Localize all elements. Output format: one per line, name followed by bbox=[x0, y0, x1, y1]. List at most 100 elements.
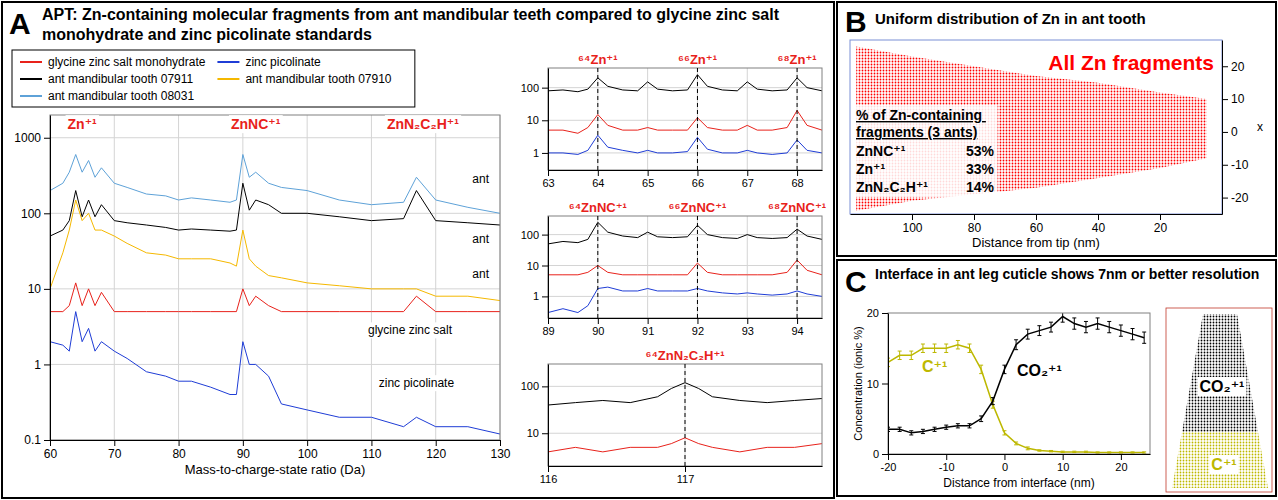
x-axis: 60708090100110120130 bbox=[44, 440, 511, 461]
tick-label: 20 bbox=[867, 307, 879, 319]
annotation-group: ant bbox=[470, 171, 491, 187]
tick-label: 10 bbox=[867, 378, 879, 390]
table-cell: 33% bbox=[966, 161, 995, 177]
error-bar-cap bbox=[1131, 339, 1135, 340]
error-bar-stem bbox=[981, 416, 982, 422]
plot-frame bbox=[50, 115, 500, 440]
tick: 110 bbox=[362, 440, 381, 461]
tick-label: 90 bbox=[237, 447, 251, 461]
series-line bbox=[50, 200, 500, 301]
tick-mark bbox=[598, 170, 599, 176]
annotation-group: ⁶⁴ZnNC⁺¹ bbox=[569, 200, 627, 215]
error-bar-cap bbox=[1049, 322, 1053, 323]
tick: 10 bbox=[867, 378, 888, 390]
error-bar bbox=[979, 416, 983, 422]
error-bar-cap bbox=[1131, 328, 1135, 329]
tick-label: 89 bbox=[542, 325, 554, 337]
table-cell: 53% bbox=[966, 143, 995, 159]
grid-line bbox=[548, 265, 822, 266]
tick-label: 0 bbox=[1002, 461, 1008, 473]
tick-mark bbox=[307, 440, 308, 446]
error-bar-cap bbox=[956, 423, 960, 424]
error-bar-cap bbox=[944, 425, 948, 426]
series-line bbox=[50, 183, 500, 236]
marker-line bbox=[597, 68, 598, 170]
tick: 66 bbox=[692, 170, 704, 189]
plot-area bbox=[50, 155, 500, 435]
annotation: zinc picolinate bbox=[379, 376, 455, 390]
error-bar-stem bbox=[1120, 325, 1121, 336]
annotation-group: ⁶⁸Zn⁺¹ bbox=[777, 52, 816, 67]
legend: glycine zinc salt monohydratezinc picoli… bbox=[12, 50, 415, 107]
tick-mark bbox=[542, 235, 548, 236]
annotation: Zn⁺¹ bbox=[68, 116, 97, 132]
tick: 100 bbox=[21, 207, 50, 221]
tick-mark bbox=[542, 153, 548, 154]
annotation-group: ant bbox=[470, 266, 491, 282]
tick-label: 1 bbox=[533, 147, 539, 159]
tick-label: 10 bbox=[527, 427, 539, 439]
tick-label: 67 bbox=[742, 177, 754, 189]
annotation-group: zinc picolinate bbox=[377, 375, 457, 391]
x-axis: 636465666768 bbox=[542, 170, 822, 189]
tick: 100 bbox=[521, 229, 548, 241]
error-bar bbox=[1037, 326, 1041, 336]
tick-mark bbox=[114, 440, 115, 446]
error-bar-stem bbox=[1144, 332, 1145, 343]
error-bar-cap bbox=[1002, 434, 1006, 435]
error-bar bbox=[1107, 321, 1111, 332]
error-bar-cap bbox=[1107, 451, 1111, 452]
tick-mark bbox=[542, 386, 548, 387]
legend-label: ant mandibular tooth 07910 bbox=[245, 72, 391, 86]
tick-label: 117 bbox=[677, 473, 695, 485]
y-axis-title-group: x bbox=[1257, 120, 1263, 134]
tick-mark bbox=[697, 170, 698, 176]
legend-swatch bbox=[20, 78, 42, 80]
series-line bbox=[548, 75, 822, 92]
error-bar-cap bbox=[1142, 451, 1146, 452]
annotation-group: Zn⁺¹ bbox=[66, 115, 99, 133]
error-bar-cap bbox=[1096, 317, 1100, 318]
panel-letter: B bbox=[845, 5, 867, 38]
tick-label: 92 bbox=[692, 325, 704, 337]
table-cell: 14% bbox=[966, 179, 995, 195]
chart: 11611710100⁶⁴ZnN₂C₂H⁺¹ bbox=[521, 348, 823, 485]
x-axis-title-group: Distance from interface (nm) bbox=[943, 476, 1094, 490]
tick: 64 bbox=[592, 170, 604, 189]
error-bar-cap bbox=[991, 408, 995, 409]
annotation-bg bbox=[377, 375, 457, 391]
error-bar-cap bbox=[1096, 451, 1100, 452]
error-bar-cap bbox=[968, 344, 972, 345]
tick: 10 bbox=[28, 282, 50, 296]
grid-line bbox=[548, 296, 822, 297]
tick-label: 1000 bbox=[14, 131, 41, 145]
annotation-group: ⁶⁸ZnNC⁺¹ bbox=[768, 200, 826, 215]
error-bar-stem bbox=[922, 344, 923, 352]
panel-letter-group: C bbox=[845, 265, 867, 298]
error-bar bbox=[1131, 452, 1135, 453]
error-bar-cap bbox=[979, 365, 983, 366]
tick-label: 93 bbox=[742, 325, 754, 337]
error-bar bbox=[1014, 442, 1018, 445]
tick-label: 130 bbox=[490, 447, 510, 461]
error-bar-stem bbox=[1097, 318, 1098, 329]
legend-swatch bbox=[217, 78, 239, 80]
error-bar-cap bbox=[933, 427, 937, 428]
tick-mark bbox=[436, 440, 437, 446]
tick: 10 bbox=[527, 427, 548, 439]
error-bar bbox=[1084, 451, 1088, 452]
error-bar-cap bbox=[1026, 339, 1030, 340]
axis-line bbox=[889, 454, 1151, 455]
legend-item: ant mandibular tooth 07911 bbox=[20, 72, 194, 86]
tick-mark bbox=[797, 170, 798, 176]
error-bar-cap bbox=[968, 423, 972, 424]
y-axis-title-group: Concentration (ionic %) bbox=[852, 326, 864, 440]
x-axis: 116117 bbox=[540, 466, 823, 485]
error-bar-cap bbox=[1142, 332, 1146, 333]
axis-line bbox=[548, 365, 549, 467]
tick: 92 bbox=[692, 318, 704, 337]
series-line bbox=[50, 312, 500, 434]
tick-mark bbox=[1222, 165, 1228, 166]
marker-line bbox=[597, 216, 598, 318]
error-bar bbox=[1002, 365, 1006, 373]
